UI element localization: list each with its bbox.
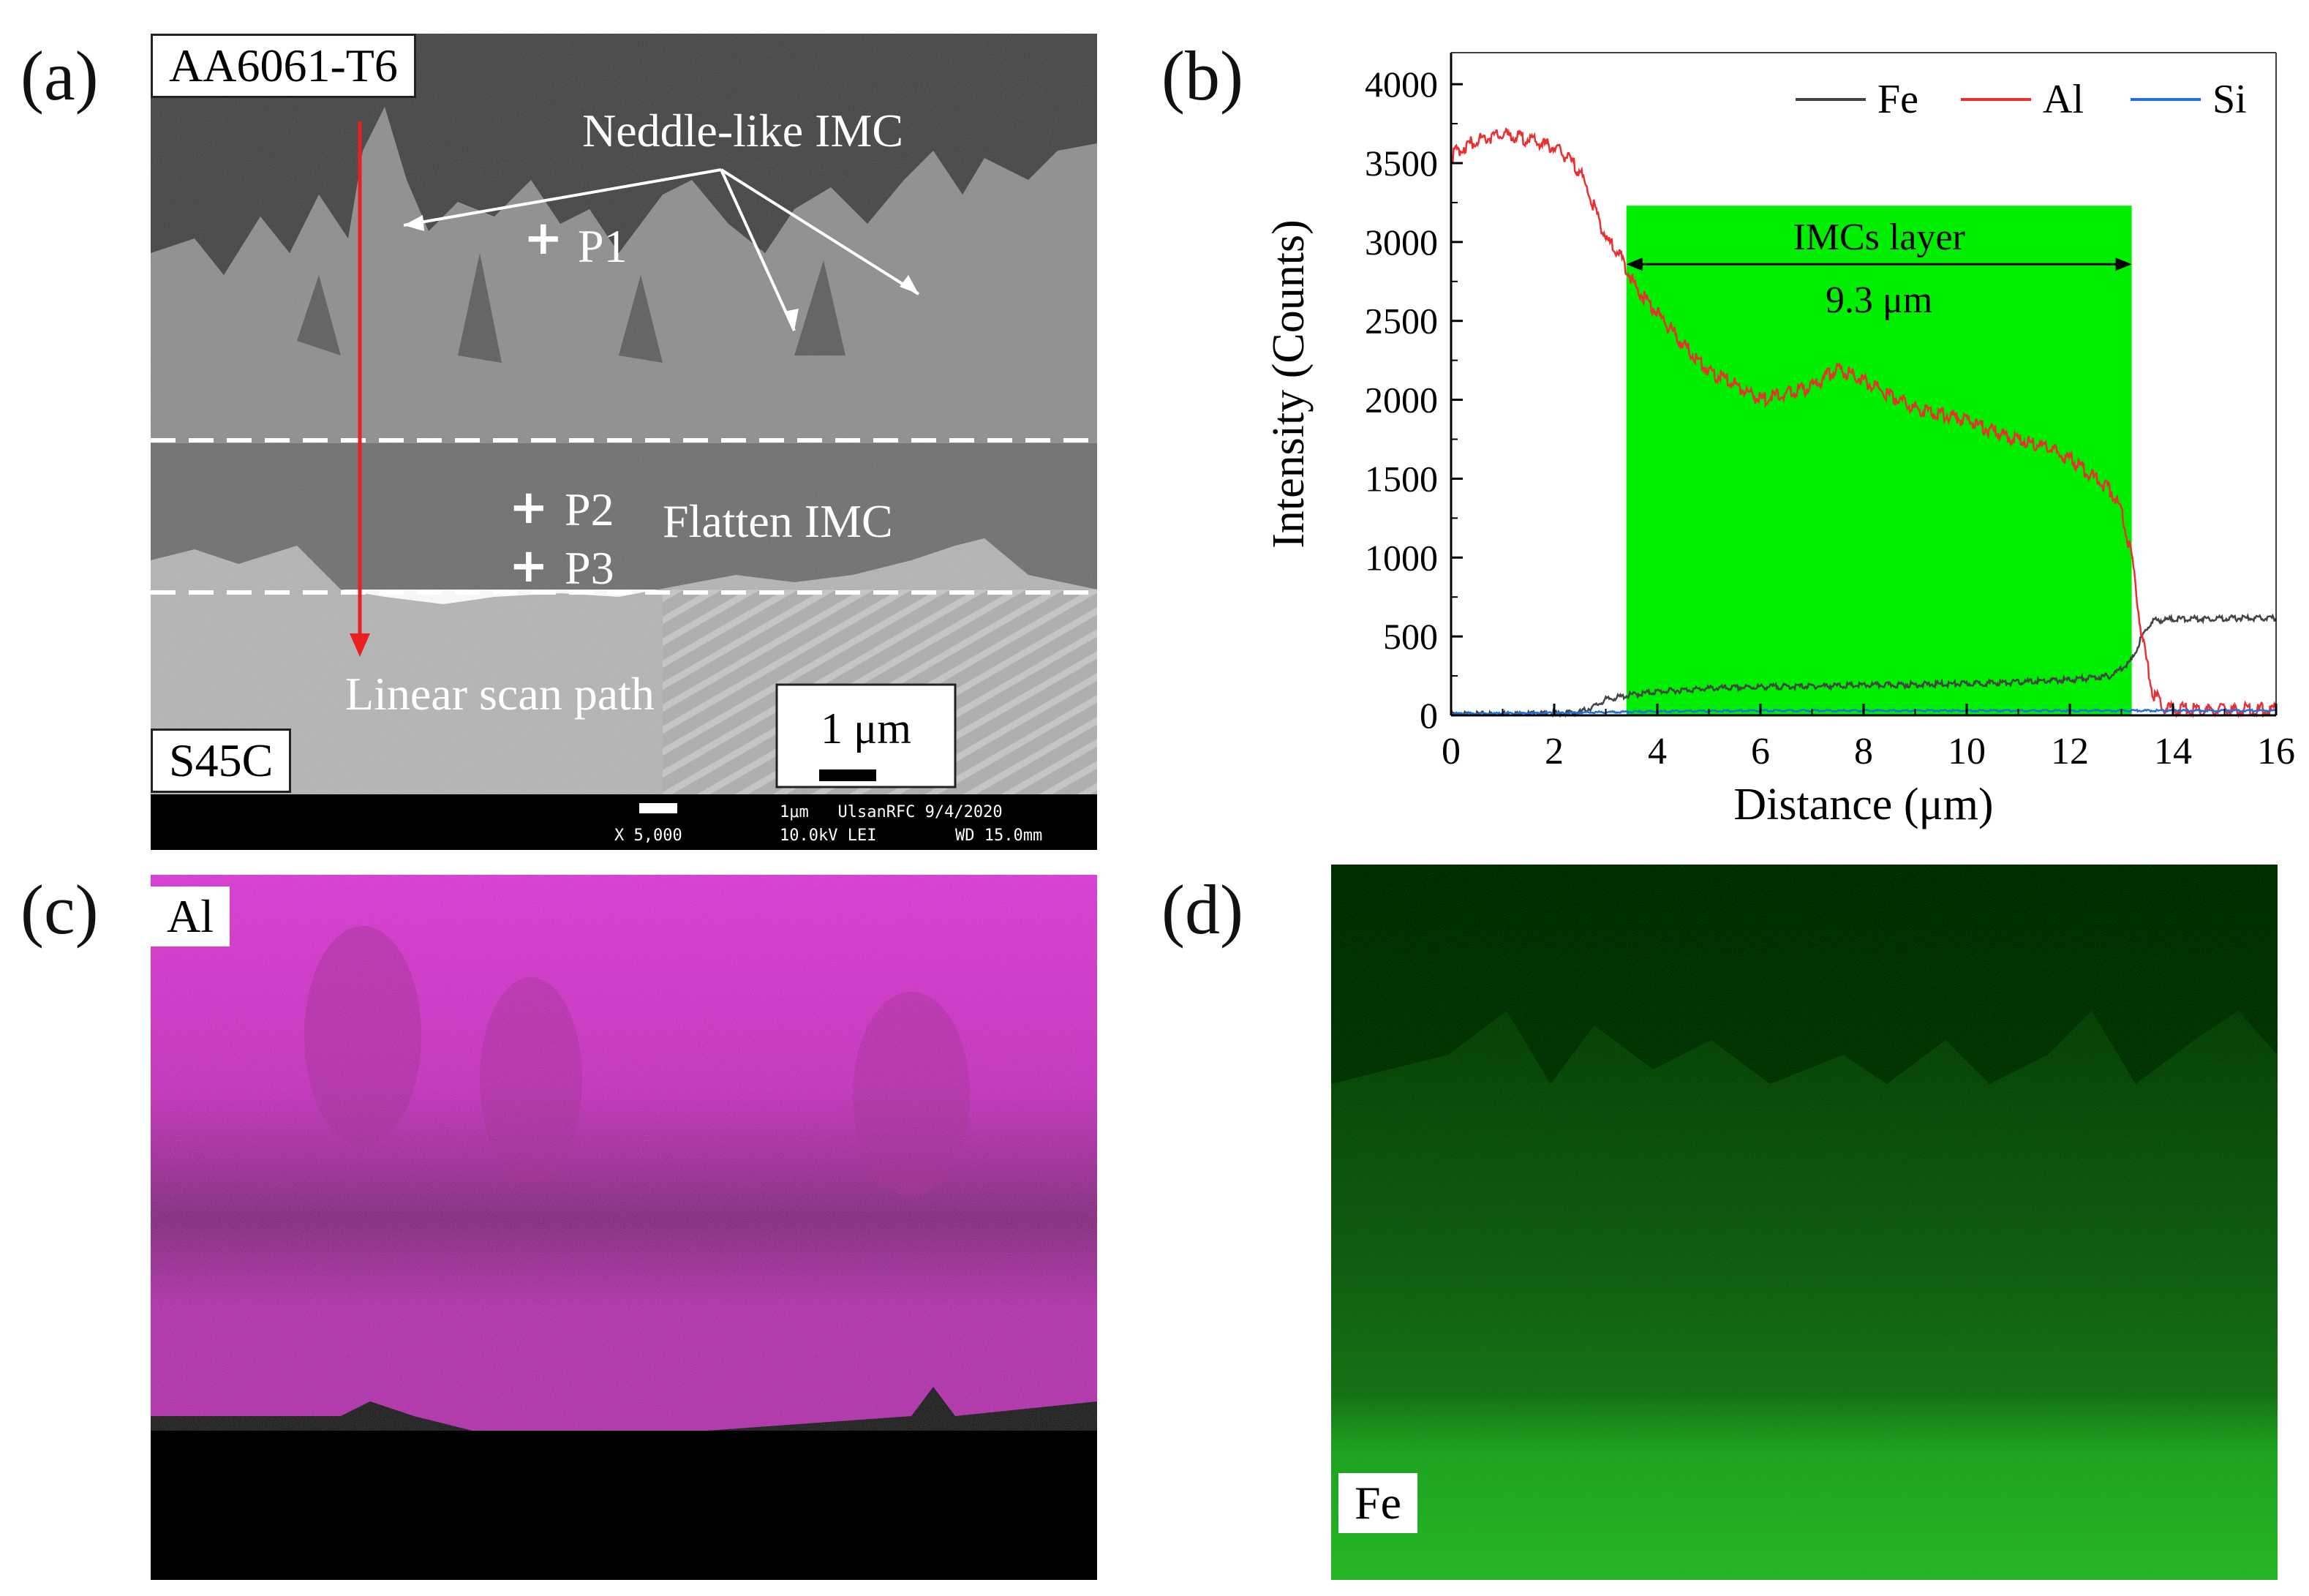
- info-bar-magnification: X 5,000: [614, 827, 682, 845]
- y-tick-label: 500: [1383, 616, 1438, 657]
- point-label-p2: P2: [565, 483, 614, 535]
- x-axis-title: Distance (μm): [1733, 780, 1993, 829]
- x-tick-label: 12: [2051, 731, 2089, 772]
- x-tick-label: 8: [1854, 731, 1873, 772]
- scan-path-label: Linear scan path: [345, 668, 655, 720]
- flatten-imc-label: Flatten IMC: [663, 495, 893, 547]
- y-tick-label: 1000: [1365, 537, 1438, 578]
- line-scan-chart: IMCs layer 9.3 μm 0 2 4 6 8 10 12 14 16 0 500 1000 15…: [1264, 52, 2295, 829]
- point-label-p3: P3: [565, 542, 614, 594]
- panel-letter-b: (b): [1161, 37, 1243, 115]
- info-bar-working-distance: WD 15.0mm: [955, 827, 1043, 845]
- y-tick-label: 2000: [1365, 380, 1438, 421]
- legend-label-si: Si: [2212, 77, 2247, 122]
- y-tick-label: 1500: [1365, 458, 1438, 499]
- y-tick-label: 3500: [1365, 143, 1438, 184]
- imc-layer-arrowhead-right: [2115, 257, 2132, 271]
- needle-imc-label: Neddle-like IMC: [582, 105, 903, 157]
- series-line-al: [1450, 127, 2278, 719]
- fe-eds-map-panel: Fe: [1331, 865, 2278, 1580]
- x-tick-label: 14: [2154, 731, 2192, 772]
- imc-layer-thickness-label: 9.3 μm: [1826, 279, 1932, 321]
- x-tick-label: 6: [1751, 731, 1770, 772]
- series-line-fe: [1450, 612, 2278, 718]
- panel-letter-d: (d): [1161, 870, 1243, 949]
- x-tick-label: 16: [2257, 731, 2295, 772]
- x-tick-label: 10: [1948, 731, 1986, 772]
- al-eds-map-panel: Al: [151, 875, 1097, 1580]
- x-tick-label: 2: [1545, 731, 1564, 772]
- y-axis-title: Intensity (Counts): [1264, 219, 1314, 548]
- y-tick-label: 2500: [1365, 301, 1438, 342]
- info-bar-voltage: 10.0kV LEI: [780, 827, 877, 845]
- info-bar-line1: 1μm UlsanRFC 9/4/2020: [780, 803, 1003, 821]
- x-tick-label: 0: [1442, 731, 1461, 772]
- legend-label-al: Al: [2043, 77, 2084, 122]
- sem-micrograph: [151, 34, 1097, 850]
- y-tick-label: 0: [1420, 695, 1438, 736]
- point-marker-p2: +: [509, 481, 549, 535]
- line-scan-chart-panel: IMCs layer 9.3 μm 0 2 4 6 8 10 12 14 16 0 500 1000 15…: [1258, 34, 2309, 853]
- legend-label-fe: Fe: [1877, 77, 1918, 122]
- x-tick-label: 4: [1648, 731, 1667, 772]
- point-label-p1: P1: [578, 220, 628, 272]
- imc-layer-arrowhead-left: [1626, 257, 1643, 271]
- point-marker-p1: +: [524, 211, 563, 266]
- imc-layer-highlight: [1626, 206, 2132, 715]
- imc-layer-label: IMCs layer: [1793, 217, 1965, 258]
- sem-image-panel: AA6061-T6 S45C Neddle-like IMC Flatten I…: [151, 34, 1097, 850]
- panel-letter-c: (c): [20, 870, 99, 949]
- y-tick-label: 3000: [1365, 222, 1438, 263]
- point-marker-p3: +: [509, 539, 549, 593]
- top-material-label: AA6061-T6: [151, 34, 416, 99]
- bottom-material-label: S45C: [151, 729, 292, 794]
- fe-eds-map: [1331, 865, 2278, 1580]
- y-tick-label: 4000: [1365, 64, 1438, 105]
- al-map-label: Al: [151, 887, 230, 947]
- panel-letter-a: (a): [20, 37, 99, 115]
- fe-map-label: Fe: [1338, 1473, 1417, 1534]
- scale-bar-label: 1 μm: [821, 704, 911, 753]
- al-eds-map: [151, 875, 1097, 1580]
